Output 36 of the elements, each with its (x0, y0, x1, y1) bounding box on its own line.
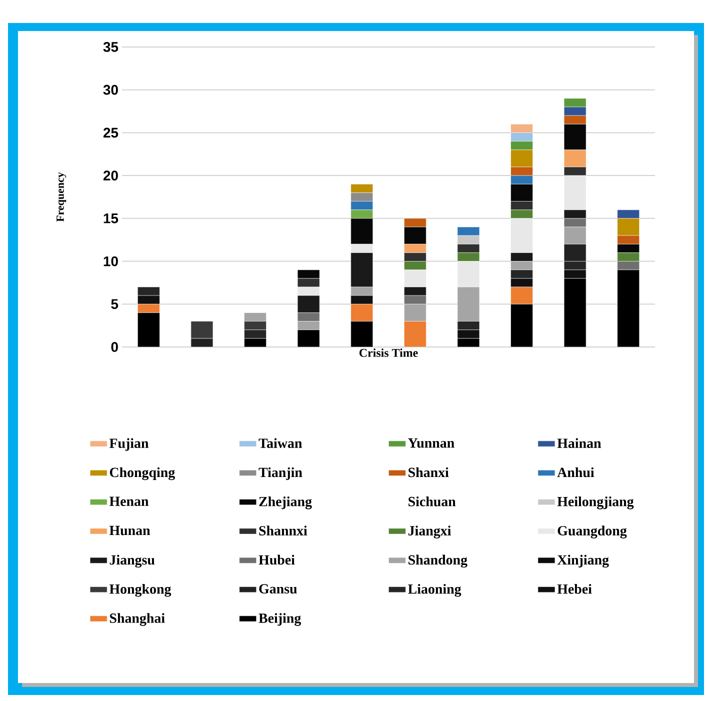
legend-label: Yunnan (408, 438, 454, 448)
legend-label: Fujian (109, 438, 149, 451)
legend-label: Henan (109, 496, 149, 506)
legend-label: Shandong (408, 554, 468, 568)
legend-label: Shanghai (110, 613, 165, 626)
legend-label: Gansu (259, 584, 297, 594)
legend-label: Hongkong (109, 584, 172, 597)
y-tick-label: 35 (103, 42, 118, 52)
legend-label: Xinjiang (557, 554, 609, 568)
legend-label: Jiangsu (110, 554, 155, 568)
x-axis-title: Crisis Time (359, 348, 418, 357)
legend-label: Hainan (557, 438, 602, 448)
legend-label: Hubei (258, 554, 295, 565)
legend-label: Shannxi (259, 526, 308, 536)
y-tick-label: 20 (103, 170, 118, 180)
legend-label: Tianjin (258, 467, 302, 480)
legend-label: Taiwan (258, 438, 302, 448)
legend-label: Anhui (557, 467, 594, 478)
legend-label: Hunan (109, 526, 150, 536)
y-tick-label: 5 (111, 299, 118, 309)
legend-label: Chongqing (110, 467, 175, 480)
legend-label: Zhejiang (259, 496, 312, 510)
legend-label: Liaoning (408, 584, 462, 597)
legend-label: Guangdong (558, 526, 627, 538)
y-tick-label: 10 (104, 256, 118, 266)
y-tick-label: 0 (111, 342, 118, 352)
legend-label: Beijing (258, 613, 302, 626)
legend-label: Heilongjiang (557, 496, 634, 510)
y-axis-title: Frequency (56, 172, 66, 222)
legend-label: Jiangxi (408, 526, 452, 538)
legend-label: Shanxi (408, 467, 449, 478)
text: Sichuan (408, 496, 456, 506)
y-tick-label: 30 (103, 84, 118, 95)
y-tick-label: 25 (103, 128, 118, 138)
y-tick-label: 15 (104, 214, 118, 224)
legend-label: Hebei (557, 584, 592, 594)
